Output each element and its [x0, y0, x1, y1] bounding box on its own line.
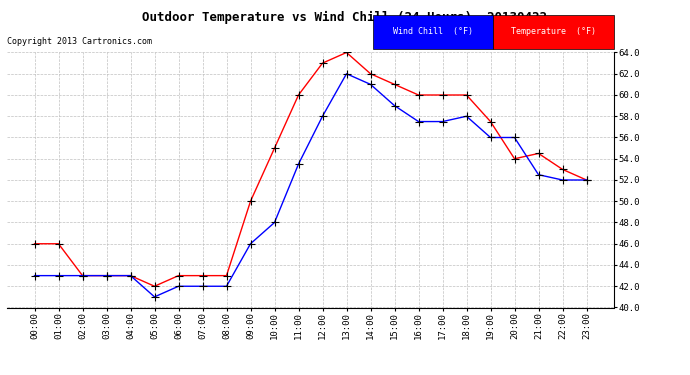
- Text: Copyright 2013 Cartronics.com: Copyright 2013 Cartronics.com: [7, 38, 152, 46]
- Text: Outdoor Temperature vs Wind Chill (24 Hours)  20130422: Outdoor Temperature vs Wind Chill (24 Ho…: [143, 11, 547, 24]
- Text: Temperature  (°F): Temperature (°F): [511, 27, 596, 36]
- Text: Wind Chill  (°F): Wind Chill (°F): [393, 27, 473, 36]
